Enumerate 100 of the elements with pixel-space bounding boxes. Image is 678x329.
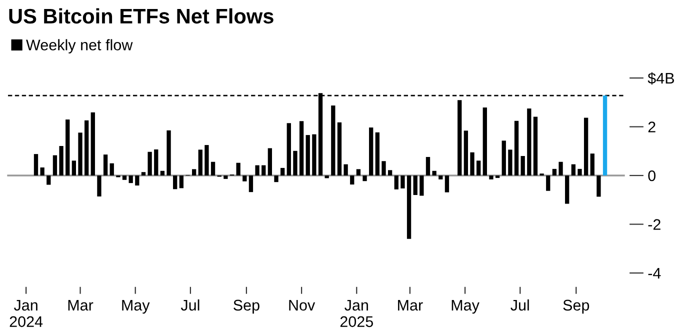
bar: [236, 162, 240, 176]
bar: [224, 176, 228, 179]
bar: [148, 152, 152, 176]
bar: [52, 155, 58, 176]
bar: [344, 164, 348, 176]
bar: [72, 160, 76, 176]
bar: [558, 162, 563, 176]
bar: [565, 176, 570, 204]
bar: [520, 156, 525, 176]
x-tick-label: Sep: [234, 300, 260, 314]
bar: [204, 145, 209, 176]
bar: [286, 123, 291, 176]
bar: [135, 176, 140, 186]
bar: [406, 176, 412, 239]
bar: [34, 154, 38, 176]
bar: [527, 108, 532, 176]
chart-title: US Bitcoin ETFs Net Flows: [9, 8, 274, 24]
bar: [489, 176, 494, 180]
bar: [331, 106, 336, 176]
bar: [262, 165, 266, 176]
y-tick-label: 0: [648, 170, 656, 182]
bar: [312, 134, 316, 176]
bar: [502, 140, 506, 176]
bar: [362, 176, 367, 182]
bar: [596, 176, 601, 197]
bar: [242, 176, 247, 182]
bar: [533, 116, 538, 176]
bar: [78, 132, 82, 176]
bar: [110, 163, 114, 176]
bar: [458, 100, 462, 176]
bar: [464, 130, 468, 176]
x-tick-label: Mar: [398, 300, 423, 311]
x-tick-label: Jan 2025: [340, 300, 373, 328]
bar: [268, 148, 272, 176]
bar: [350, 176, 354, 185]
bar: [590, 154, 594, 176]
bar: [476, 160, 481, 176]
x-tick-label: Jan 2024: [10, 300, 43, 328]
y-tick-label: $4B: [648, 72, 674, 85]
bar: [166, 130, 171, 176]
bar: [90, 112, 95, 176]
y-tick-label: -2: [648, 219, 660, 230]
bar: [141, 172, 146, 176]
bar: [293, 150, 298, 176]
bar: [546, 176, 550, 191]
x-tick-label: May: [452, 300, 480, 314]
bar: [280, 168, 285, 176]
x-tick-label: Jul: [510, 299, 529, 311]
legend-label: Weekly net flow: [26, 39, 133, 54]
bar: [210, 162, 216, 176]
bar: [66, 119, 70, 176]
bar: [248, 176, 254, 192]
bar: [179, 176, 184, 188]
bar: [356, 169, 361, 176]
bar: [388, 170, 392, 176]
bar: [571, 164, 576, 176]
x-tick-label: May: [122, 300, 150, 314]
x-tick-label: Jul: [180, 299, 200, 311]
bar: [426, 156, 430, 176]
bar: [46, 176, 51, 185]
x-tick-label: Mar: [68, 300, 94, 311]
bar: [578, 168, 582, 176]
x-tick-label: Nov: [289, 300, 316, 311]
bar: [97, 176, 102, 196]
bar: [508, 150, 512, 176]
bar: [160, 170, 165, 176]
bar: [59, 146, 64, 176]
bar: [420, 176, 424, 196]
bar: [337, 122, 342, 176]
bar: [255, 165, 260, 176]
bar: [552, 168, 557, 176]
bar: [375, 132, 380, 176]
bar: [122, 176, 127, 180]
bar: [192, 169, 196, 176]
bar: [40, 167, 44, 176]
bar: [103, 154, 108, 176]
bar: [470, 152, 474, 176]
bar: [274, 176, 278, 182]
y-tick-label: 2: [648, 122, 656, 132]
bar: [438, 176, 443, 180]
bar: [173, 176, 178, 190]
bar: [154, 149, 158, 176]
bar: [444, 176, 450, 192]
bar: [306, 135, 310, 176]
bar: [198, 150, 202, 176]
bar: [128, 176, 133, 184]
bar: [299, 121, 304, 176]
bar: [382, 161, 386, 176]
bar: [400, 176, 405, 188]
bar: [413, 176, 418, 195]
x-tick-label: Sep: [563, 300, 590, 314]
bar: [482, 107, 487, 176]
bar: [369, 127, 374, 176]
bar: [584, 118, 588, 176]
bar: [514, 120, 519, 176]
bar: [84, 120, 89, 176]
bar: [602, 96, 608, 176]
bar: [432, 170, 436, 176]
bar: [394, 176, 398, 190]
y-tick-label: -4: [648, 268, 661, 279]
